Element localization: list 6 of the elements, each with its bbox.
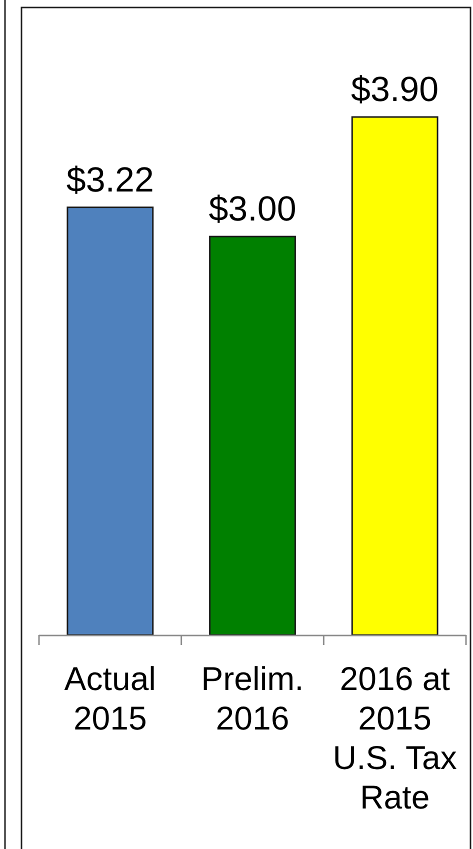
data-label: $3.00 [208,190,296,229]
data-label: $3.22 [66,160,154,200]
x-tick-label: Actual 2015 [64,660,156,736]
x-tick-label: 2016 at 2015 U.S. Tax Rate [332,660,458,816]
x-tick-label: Prelim. 2016 [201,660,304,736]
data-label: $3.90 [351,70,439,109]
